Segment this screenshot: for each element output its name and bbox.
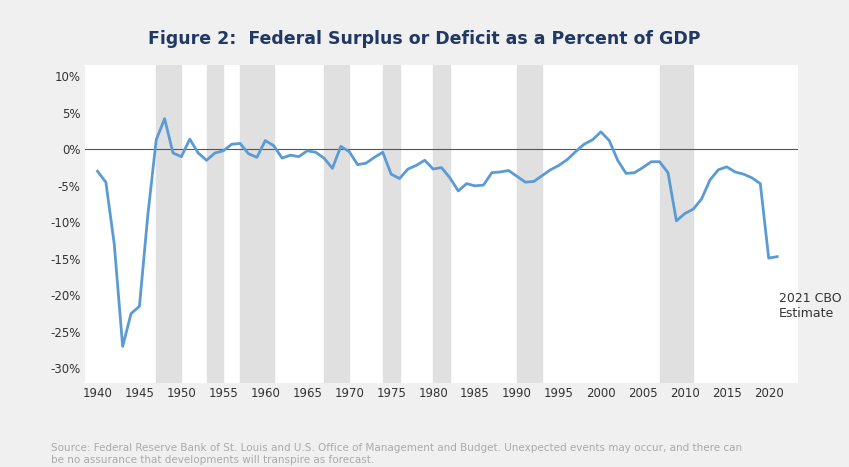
Text: 2021 CBO
Estimate: 2021 CBO Estimate [779, 292, 841, 320]
Bar [156, 65, 182, 383]
Bar [206, 65, 223, 383]
Bar [433, 65, 450, 383]
Bar [324, 65, 349, 383]
Bar [240, 65, 273, 383]
Bar [517, 65, 543, 383]
Text: Figure 2:  Federal Surplus or Deficit as a Percent of GDP: Figure 2: Federal Surplus or Deficit as … [149, 30, 700, 49]
Text: Source: Federal Reserve Bank of St. Louis and U.S. Office of Management and Budg: Source: Federal Reserve Bank of St. Loui… [51, 443, 742, 465]
Bar [383, 65, 400, 383]
Bar [660, 65, 693, 383]
